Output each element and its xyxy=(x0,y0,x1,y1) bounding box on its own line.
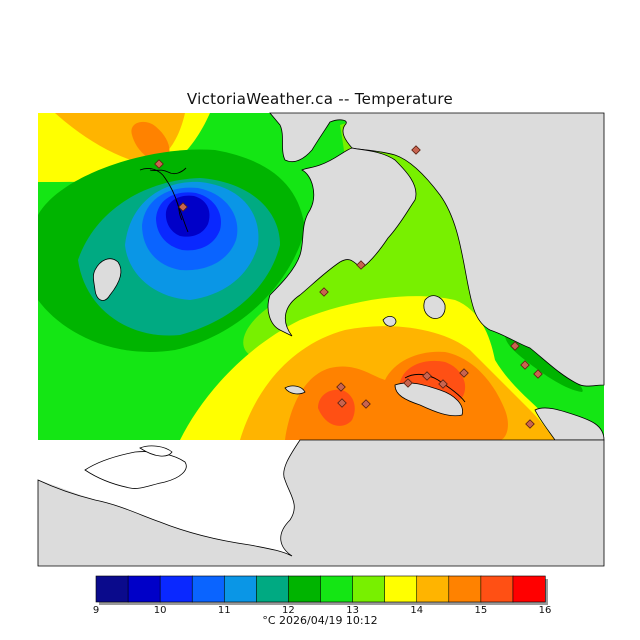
station-marker xyxy=(319,287,329,297)
land-southeast xyxy=(534,407,605,441)
legend-swatch xyxy=(95,575,129,603)
station-marker xyxy=(510,341,520,351)
coast-harbour xyxy=(404,373,466,403)
legend-tick-label: 15 xyxy=(474,605,487,616)
legend-swatch xyxy=(256,575,290,603)
legend-tick-label: 10 xyxy=(154,605,167,616)
legend-swatch xyxy=(384,575,418,603)
land-masses xyxy=(37,112,605,567)
contour-13-east xyxy=(478,320,604,440)
station-marker xyxy=(361,399,371,409)
legend-swatch xyxy=(448,575,482,603)
legend-swatch xyxy=(191,575,225,603)
legend-tick-label: 11 xyxy=(218,605,231,616)
legend-colorbar xyxy=(95,575,548,605)
land-mainland-north xyxy=(269,112,605,387)
land-island-1 xyxy=(93,258,122,301)
legend-tick-label: 9 xyxy=(93,605,99,616)
legend-swatch xyxy=(512,575,546,603)
coast-spit xyxy=(175,199,183,221)
legend-swatch xyxy=(223,575,257,603)
legend-units-time: °C 2026/04/19 10:12 xyxy=(262,614,378,627)
station-marker xyxy=(411,145,421,155)
station-marker xyxy=(337,398,347,408)
station-marker xyxy=(520,360,530,370)
legend-swatch xyxy=(288,575,322,603)
legend-swatch xyxy=(127,575,161,603)
station-marker xyxy=(403,378,413,388)
white-islands xyxy=(84,445,187,489)
map-title: VictoriaWeather.ca -- Temperature xyxy=(186,90,454,108)
legend-swatch xyxy=(159,575,193,603)
legend-swatch xyxy=(352,575,386,603)
legend-swatch xyxy=(320,575,354,603)
contour-12-5-east xyxy=(505,335,583,392)
station-marker xyxy=(459,368,469,378)
station-marker xyxy=(525,419,535,429)
coastline xyxy=(139,167,466,403)
coast-inlet-north xyxy=(139,167,189,233)
land-island-5 xyxy=(394,382,463,417)
station-marker xyxy=(438,379,448,389)
station-markers xyxy=(154,145,543,429)
station-marker xyxy=(422,371,432,381)
legend-ticks: 9 10 11 12 13 14 15 16 xyxy=(93,605,552,616)
land-island-2 xyxy=(423,295,446,319)
legend-tick-label: 12 xyxy=(282,605,295,616)
legend-tick-label: 16 xyxy=(539,605,552,616)
land-island-3 xyxy=(382,316,397,327)
contour-10-5 xyxy=(165,195,210,237)
station-marker xyxy=(336,382,346,392)
land-south xyxy=(37,439,605,567)
island-south-big xyxy=(84,451,187,489)
station-marker xyxy=(533,369,543,379)
contour-field xyxy=(38,113,604,440)
station-marker xyxy=(356,260,366,270)
legend-tick-label: 14 xyxy=(410,605,423,616)
land-island-4 xyxy=(284,385,306,395)
legend-swatch xyxy=(416,575,450,603)
legend-swatch xyxy=(480,575,514,603)
legend-tick-label: 13 xyxy=(346,605,359,616)
station-marker xyxy=(154,159,164,169)
island-south-small xyxy=(139,445,173,457)
contour-15-5-west xyxy=(318,389,355,426)
land-peninsula-east xyxy=(267,147,417,337)
station-marker xyxy=(178,202,188,212)
coast-saanich xyxy=(149,167,187,175)
